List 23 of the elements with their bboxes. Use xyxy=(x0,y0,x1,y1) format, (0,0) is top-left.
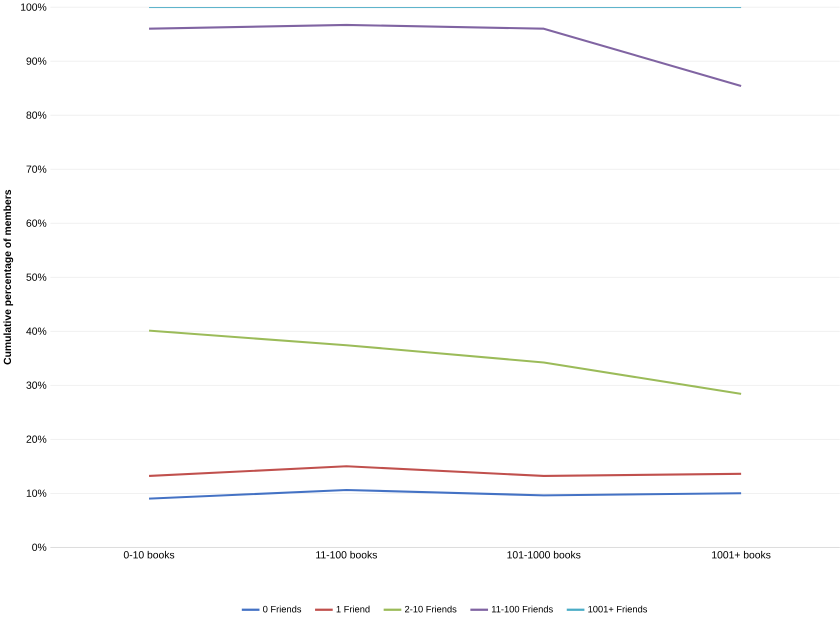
y-tick-label: 20% xyxy=(26,436,46,443)
legend-label: 1001+ Friends xyxy=(588,606,648,612)
y-axis-title: Cumulative percentage of members xyxy=(3,190,14,364)
y-tick-label: 80% xyxy=(26,111,46,119)
y-tick-label: 30% xyxy=(26,382,46,389)
y-tick-label: 90% xyxy=(26,57,46,65)
legend-label: 1 Friend xyxy=(336,606,370,612)
line-series xyxy=(148,488,742,500)
x-tick-label: 0-10 books xyxy=(124,550,174,558)
x-tick-label: 1001+ books xyxy=(712,550,771,558)
y-tick-label: 40% xyxy=(26,328,46,335)
legend-label: 0 Friends xyxy=(263,606,302,612)
line-series xyxy=(148,330,742,395)
y-tick-label: 10% xyxy=(26,490,46,497)
legend-label: 11-100 Friends xyxy=(492,606,553,612)
x-tick-label: 11-100 books xyxy=(316,550,377,558)
y-tick-label: 0% xyxy=(32,544,46,551)
y-tick-label: 70% xyxy=(26,165,46,173)
y-tick-label: 60% xyxy=(26,219,46,227)
legend-label: 2-10 Friends xyxy=(405,606,456,612)
x-tick-label: 101-1000 books xyxy=(507,550,580,558)
y-tick-label: 100% xyxy=(21,3,46,11)
y-tick-label: 50% xyxy=(26,274,46,281)
